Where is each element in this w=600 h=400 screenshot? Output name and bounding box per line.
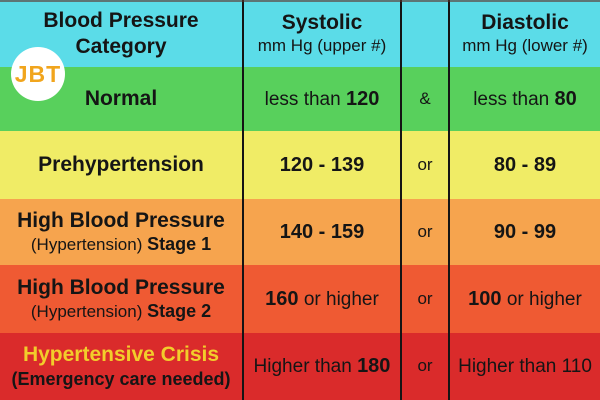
systolic-value: 160 or higher [265, 287, 379, 310]
category-label: Prehypertension [38, 153, 204, 177]
connector-cell: or [400, 199, 448, 265]
category-sublabel-bold: Stage 2 [147, 301, 212, 322]
header-category-line2: Category [75, 34, 167, 58]
header-connector-cell [400, 0, 448, 67]
connector-cell: or [400, 333, 448, 400]
diastolic-value: 90 - 99 [493, 220, 557, 243]
table-row: Hypertensive Crisis (Emergency care need… [0, 333, 600, 400]
systolic-value-cell: less than 120 [242, 67, 400, 131]
category-sublabel-bold: Stage 1 [147, 234, 212, 255]
category-sublabel: (Emergency care needed) [11, 369, 230, 391]
diastolic-value: 80 - 89 [493, 153, 557, 176]
category-cell: Prehypertension [0, 131, 242, 199]
header-systolic-title: Systolic [281, 10, 363, 34]
category-cell: Normal [0, 67, 242, 131]
systolic-value: Higher than 180 [253, 355, 391, 378]
systolic-value-cell: Higher than 180 [242, 333, 400, 400]
connector-cell: & [400, 67, 448, 131]
category-sublabel-bold: (Emergency care needed) [11, 368, 231, 389]
header-category-line1: Blood Pressure [43, 8, 199, 32]
systolic-value-cell: 160 or higher [242, 265, 400, 333]
jbt-logo: JBT [11, 47, 65, 101]
category-label: Normal [84, 87, 158, 111]
systolic-value: 140 - 159 [279, 220, 365, 243]
table-header-row: Blood Pressure Category Systolic mm Hg (… [0, 0, 600, 67]
jbt-logo-text: JBT [14, 60, 62, 87]
category-label: High Blood Pressure [17, 275, 225, 299]
diastolic-value: less than 80 [473, 87, 577, 110]
category-sublabel: (Hypertension) Stage 1 [31, 234, 211, 256]
systolic-value: less than 120 [264, 87, 380, 110]
category-sublabel: (Hypertension) Stage 2 [31, 301, 211, 323]
diastolic-value-cell: less than 80 [448, 67, 600, 131]
category-sublabel-regular: (Hypertension) [30, 302, 148, 322]
diastolic-value-cell: 80 - 89 [448, 131, 600, 199]
category-sublabel-regular: (Hypertension) [30, 235, 148, 255]
diastolic-value-cell: Higher than 110 [448, 333, 600, 400]
diastolic-value: 100 or higher [468, 287, 582, 310]
systolic-value-cell: 140 - 159 [242, 199, 400, 265]
table-row: Normal less than 120 & less than 80 [0, 67, 600, 131]
table-row: High Blood Pressure (Hypertension) Stage… [0, 199, 600, 265]
table-row: High Blood Pressure (Hypertension) Stage… [0, 265, 600, 333]
category-cell: High Blood Pressure (Hypertension) Stage… [0, 199, 242, 265]
category-cell: High Blood Pressure (Hypertension) Stage… [0, 265, 242, 333]
diastolic-value: Higher than 110 [458, 356, 592, 378]
connector-cell: or [400, 265, 448, 333]
header-diastolic-title: Diastolic [481, 10, 569, 34]
diastolic-value-cell: 100 or higher [448, 265, 600, 333]
systolic-value: 120 - 139 [279, 153, 365, 176]
category-label: Hypertensive Crisis [22, 343, 220, 367]
table-row: Prehypertension 120 - 139 or 80 - 89 [0, 131, 600, 199]
category-label: High Blood Pressure [17, 208, 225, 232]
header-diastolic-subtitle: mm Hg (lower #) [462, 36, 588, 56]
diastolic-value-cell: 90 - 99 [448, 199, 600, 265]
systolic-value-cell: 120 - 139 [242, 131, 400, 199]
header-diastolic-cell: Diastolic mm Hg (lower #) [448, 0, 600, 67]
category-cell: Hypertensive Crisis (Emergency care need… [0, 333, 242, 400]
header-category-cell: Blood Pressure Category [0, 0, 242, 67]
connector-cell: or [400, 131, 448, 199]
header-systolic-cell: Systolic mm Hg (upper #) [242, 0, 400, 67]
table-body: Normal less than 120 & less than 80 Preh… [0, 67, 600, 400]
header-systolic-subtitle: mm Hg (upper #) [257, 36, 387, 56]
